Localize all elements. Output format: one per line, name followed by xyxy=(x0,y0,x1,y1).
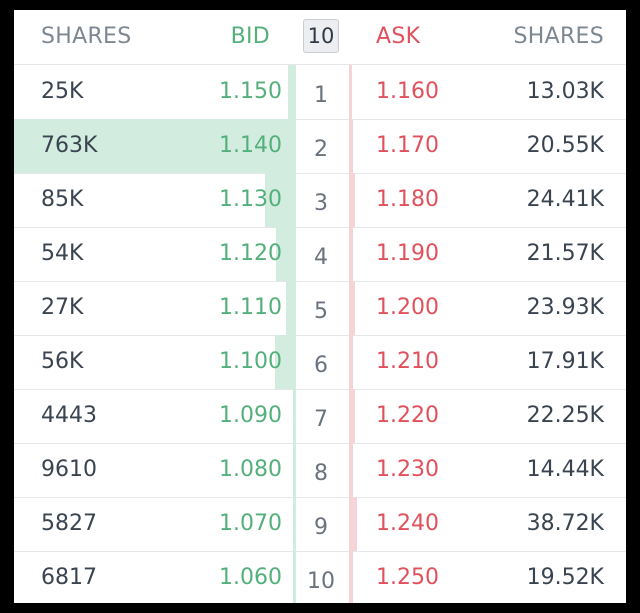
order-book-row[interactable]: 5827 1.070 9 1.240 38.72K xyxy=(14,497,626,552)
ask-price-value: 1.160 xyxy=(376,79,439,104)
bid-price-value: 1.150 xyxy=(219,79,282,104)
ask-shares-value: 13.03K xyxy=(526,79,604,104)
level-number: 5 xyxy=(314,299,328,324)
bid-shares-value: 5827 xyxy=(41,511,97,536)
ask-shares-value: 21.57K xyxy=(526,241,604,266)
ask-price-value: 1.170 xyxy=(376,133,439,158)
order-book-header: SHARES BID 10 ASK SHARES xyxy=(14,10,626,65)
bid-depth-bar xyxy=(293,389,296,443)
ask-depth-bar xyxy=(349,443,353,497)
ask-price-value: 1.200 xyxy=(376,295,439,320)
order-book-row[interactable]: 54K 1.120 4 1.190 21.57K xyxy=(14,227,626,282)
level-number: 8 xyxy=(314,461,328,486)
ask-depth-bar xyxy=(349,497,357,551)
order-book-row[interactable]: 9610 1.080 8 1.230 14.44K xyxy=(14,443,626,498)
bid-header: BID xyxy=(230,24,270,49)
order-book-panel: SHARES BID 10 ASK SHARES 25K 1.150 1 1.160 1… xyxy=(14,10,626,603)
ask-shares-value: 14.44K xyxy=(526,457,604,482)
level-number: 10 xyxy=(307,569,335,594)
bid-price-value: 1.070 xyxy=(219,511,282,536)
ask-shares-value: 17.91K xyxy=(526,349,604,374)
bid-price-value: 1.090 xyxy=(219,403,282,428)
ask-depth-bar xyxy=(349,119,353,173)
level-number: 7 xyxy=(314,407,328,432)
bid-depth-bar xyxy=(293,551,296,603)
ask-depth-bar xyxy=(349,335,353,389)
bid-depth-bar xyxy=(293,443,296,497)
ask-shares-value: 22.25K xyxy=(526,403,604,428)
ask-depth-bar xyxy=(349,389,355,443)
bid-price-value: 1.110 xyxy=(219,295,282,320)
order-book-row[interactable]: 27K 1.110 5 1.200 23.93K xyxy=(14,281,626,336)
level-number: 2 xyxy=(314,137,328,162)
bid-shares-value: 9610 xyxy=(41,457,97,482)
bid-depth-bar xyxy=(276,227,296,281)
bid-depth-bar xyxy=(286,281,296,335)
ask-shares-value: 24.41K xyxy=(526,187,604,212)
bid-price-value: 1.120 xyxy=(219,241,282,266)
level-number: 4 xyxy=(314,245,328,270)
bid-shares-value: 6817 xyxy=(41,565,97,590)
ask-price-value: 1.240 xyxy=(376,511,439,536)
bid-depth-bar xyxy=(14,119,296,173)
ask-shares-value: 23.93K xyxy=(526,295,604,320)
level-number: 6 xyxy=(314,353,328,378)
ask-depth-bar xyxy=(349,227,353,281)
bid-price-value: 1.100 xyxy=(219,349,282,374)
depth-selector-button[interactable]: 10 xyxy=(303,19,339,53)
bid-depth-bar xyxy=(275,335,296,389)
ask-shares-value: 19.52K xyxy=(526,565,604,590)
bid-shares-value: 85K xyxy=(41,187,84,212)
ask-price-value: 1.180 xyxy=(376,187,439,212)
ask-price-value: 1.190 xyxy=(376,241,439,266)
bid-price-value: 1.130 xyxy=(219,187,282,212)
bid-depth-bar xyxy=(293,497,296,551)
bid-shares-header: SHARES xyxy=(41,24,132,49)
level-number: 1 xyxy=(314,83,328,108)
order-book-row[interactable]: 6817 1.060 10 1.250 19.52K xyxy=(14,551,626,603)
ask-depth-bar xyxy=(349,551,353,603)
bid-shares-value: 54K xyxy=(41,241,84,266)
bid-price-value: 1.060 xyxy=(219,565,282,590)
order-book-row[interactable]: 85K 1.130 3 1.180 24.41K xyxy=(14,173,626,228)
ask-depth-bar xyxy=(349,173,355,227)
ask-shares-value: 38.72K xyxy=(526,511,604,536)
order-book-row[interactable]: 56K 1.100 6 1.210 17.91K xyxy=(14,335,626,390)
ask-header: ASK xyxy=(376,24,421,49)
bid-depth-bar xyxy=(288,65,296,119)
ask-price-value: 1.210 xyxy=(376,349,439,374)
order-book-row[interactable]: 4443 1.090 7 1.220 22.25K xyxy=(14,389,626,444)
bid-shares-value: 56K xyxy=(41,349,84,374)
bid-shares-value: 763K xyxy=(41,133,98,158)
bid-price-value: 1.080 xyxy=(219,457,282,482)
level-number: 9 xyxy=(314,515,328,540)
ask-price-value: 1.220 xyxy=(376,403,439,428)
bid-shares-value: 4443 xyxy=(41,403,97,428)
ask-shares-header: SHARES xyxy=(513,24,604,49)
order-book-row[interactable]: 25K 1.150 1 1.160 13.03K xyxy=(14,65,626,120)
ask-depth-bar xyxy=(349,65,352,119)
ask-shares-value: 20.55K xyxy=(526,133,604,158)
ask-depth-bar xyxy=(349,281,355,335)
ask-price-value: 1.230 xyxy=(376,457,439,482)
bid-shares-value: 25K xyxy=(41,79,84,104)
bid-depth-bar xyxy=(265,173,296,227)
level-number: 3 xyxy=(314,191,328,216)
bid-price-value: 1.140 xyxy=(219,133,282,158)
bid-shares-value: 27K xyxy=(41,295,84,320)
order-book-row[interactable]: 763K 1.140 2 1.170 20.55K xyxy=(14,119,626,174)
ask-price-value: 1.250 xyxy=(376,565,439,590)
